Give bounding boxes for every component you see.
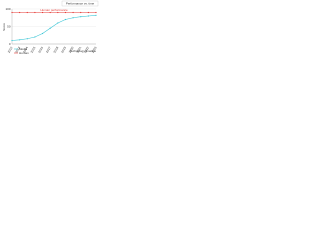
legend-label: Human (19, 51, 29, 55)
data-point (19, 39, 21, 41)
data-point (64, 11, 67, 14)
x-axis-label: Technology timeline (70, 49, 97, 53)
data-point (41, 32, 44, 35)
data-point (11, 39, 13, 42)
x-tick-label: 2019 (60, 46, 67, 54)
y-tick-label: 50 (7, 24, 11, 28)
data-point (72, 17, 74, 19)
data-point (11, 11, 13, 14)
data-point (41, 11, 44, 14)
annotation: Human performance (40, 8, 68, 12)
data-point (34, 11, 36, 14)
data-point (26, 38, 28, 40)
x-tick-label: 2016 (37, 46, 44, 54)
legend-label: Model (19, 47, 28, 51)
y-axis-label: Score (2, 23, 6, 31)
data-point (26, 11, 28, 14)
x-tick-label: 2017 (45, 46, 52, 54)
data-point (95, 11, 97, 14)
data-point (87, 15, 89, 17)
data-point (34, 36, 36, 38)
data-point (87, 11, 89, 14)
y-tick-label: 0 (9, 42, 11, 46)
x-tick-label: 2021 (75, 46, 82, 54)
data-point (80, 16, 82, 18)
chart: Performance vs. time Score Technology ti… (2, 0, 99, 55)
x-tick-label: 2018 (53, 46, 60, 54)
data-point (49, 11, 51, 14)
x-tick-label: 2023 (91, 46, 98, 54)
chart-title: Performance vs. time (66, 1, 95, 5)
data-point (80, 11, 82, 14)
data-point (57, 11, 59, 14)
x-tick-label: 2013 (14, 46, 21, 54)
data-point (49, 27, 51, 29)
data-point (95, 14, 97, 16)
title-box (61, 0, 99, 7)
x-tick-label: 2015 (30, 46, 37, 54)
data-point (72, 11, 74, 14)
x-tick-label: 2022 (83, 46, 90, 54)
data-point (64, 18, 67, 21)
x-tick-label: 2012 (7, 46, 14, 54)
data-point (19, 11, 21, 14)
y-tick-label: 100 (5, 7, 10, 11)
data-point (57, 22, 59, 24)
series-line (11, 15, 97, 41)
x-tick-label: 2014 (22, 46, 29, 54)
x-tick-label: 2020 (68, 46, 75, 54)
